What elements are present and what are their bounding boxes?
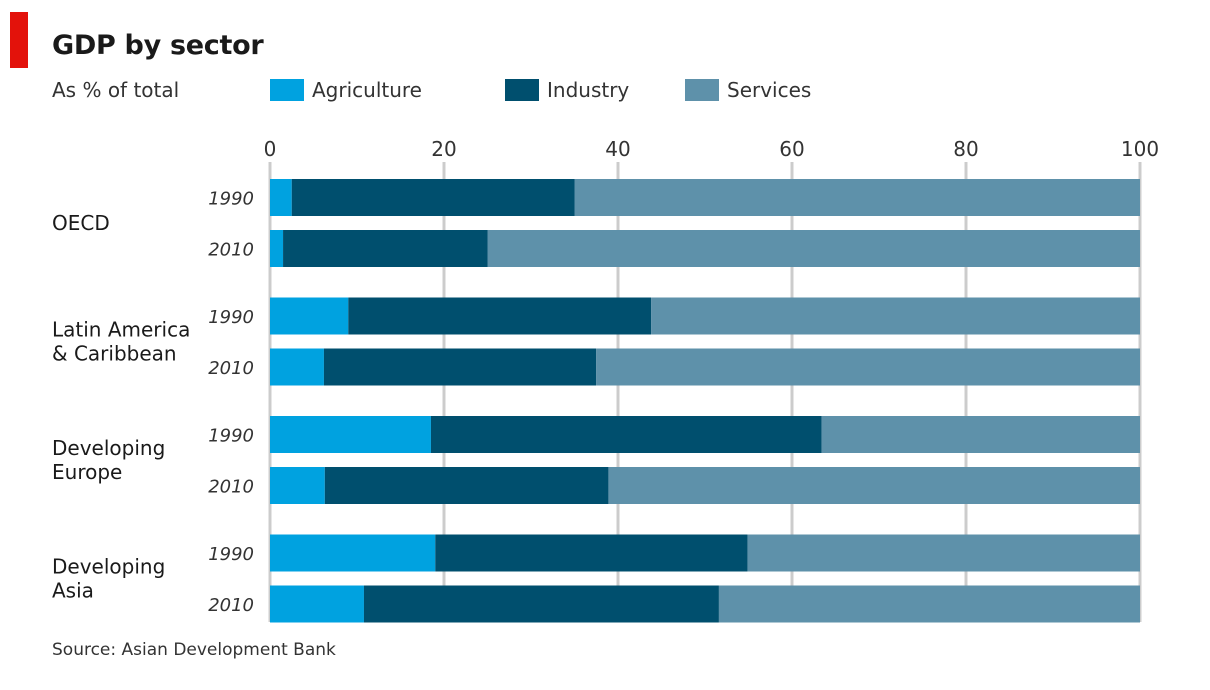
year-label-latin-america-and-caribbean-2010: 2010 [208,358,254,379]
group-label-developing-europe: Developing Europe [52,436,165,484]
bar-latin-america-and-caribbean-2010-agriculture [270,348,324,386]
bar-oecd-1990-services [574,179,1140,216]
group-label-latin-america-and-caribbean: Latin America & Caribbean [52,318,190,366]
bar-latin-america-and-caribbean-1990-services [651,297,1140,335]
bar-developing-asia-1990-agriculture [270,534,436,572]
bar-developing-asia-1990-industry [435,534,748,572]
legend-label-services: Services [727,78,812,102]
x-tick-label-60: 60 [779,137,804,161]
year-label-developing-asia-1990: 1990 [208,544,254,565]
bar-developing-asia-1990-services [747,534,1140,572]
brand-tag [10,12,28,68]
chart-title: GDP by sector [52,30,264,61]
year-label-developing-asia-2010: 2010 [208,595,254,616]
bar-oecd-1990-agriculture [270,179,292,216]
legend-item-services: Services [685,78,811,102]
year-label-developing-europe-1990: 1990 [208,426,254,447]
x-tick-label-0: 0 [264,137,277,161]
year-label-latin-america-and-caribbean-1990: 1990 [208,307,254,328]
bar-latin-america-and-caribbean-1990-industry [348,297,652,335]
bar-developing-europe-1990-services [821,416,1140,453]
bar-oecd-2010-industry [283,230,488,267]
bar-developing-europe-2010-services [608,467,1140,504]
group-label-developing-asia: Developing Asia [52,555,165,603]
legend-swatch-industry [505,79,539,101]
year-label-oecd-2010: 2010 [208,240,254,261]
group-label-oecd: OECD [52,211,110,235]
legend-item-agriculture: Agriculture [270,78,422,102]
bar-oecd-2010-services [487,230,1140,267]
bar-developing-asia-2010-industry [363,585,719,623]
x-tick-label-100: 100 [1121,137,1159,161]
bar-oecd-2010-agriculture [270,230,284,267]
bar-latin-america-and-caribbean-2010-services [596,348,1140,386]
legend-label-industry: Industry [547,78,630,102]
legend-swatch-agriculture [270,79,304,101]
x-tick-label-20: 20 [431,137,456,161]
year-label-developing-europe-2010: 2010 [208,477,254,498]
bar-developing-asia-2010-services [718,585,1140,623]
legend-swatch-services [685,79,719,101]
legend: Agriculture Industry Services [0,78,1210,108]
year-label-oecd-1990: 1990 [208,189,254,210]
bar-developing-europe-2010-industry [324,467,609,504]
bar-developing-europe-1990-agriculture [270,416,431,453]
x-tick-label-40: 40 [605,137,630,161]
legend-item-industry: Industry [505,78,629,102]
x-tick-label-80: 80 [953,137,978,161]
bar-developing-europe-2010-agriculture [270,467,325,504]
source-note: Source: Asian Development Bank [52,640,336,660]
bar-latin-america-and-caribbean-2010-industry [323,348,597,386]
chart-subtitle: As % of total [52,78,180,102]
legend-label-agriculture: Agriculture [312,78,422,102]
bar-oecd-1990-industry [291,179,575,216]
bar-developing-asia-2010-agriculture [270,585,364,623]
bar-developing-europe-1990-industry [430,416,822,453]
bar-latin-america-and-caribbean-1990-agriculture [270,297,349,335]
